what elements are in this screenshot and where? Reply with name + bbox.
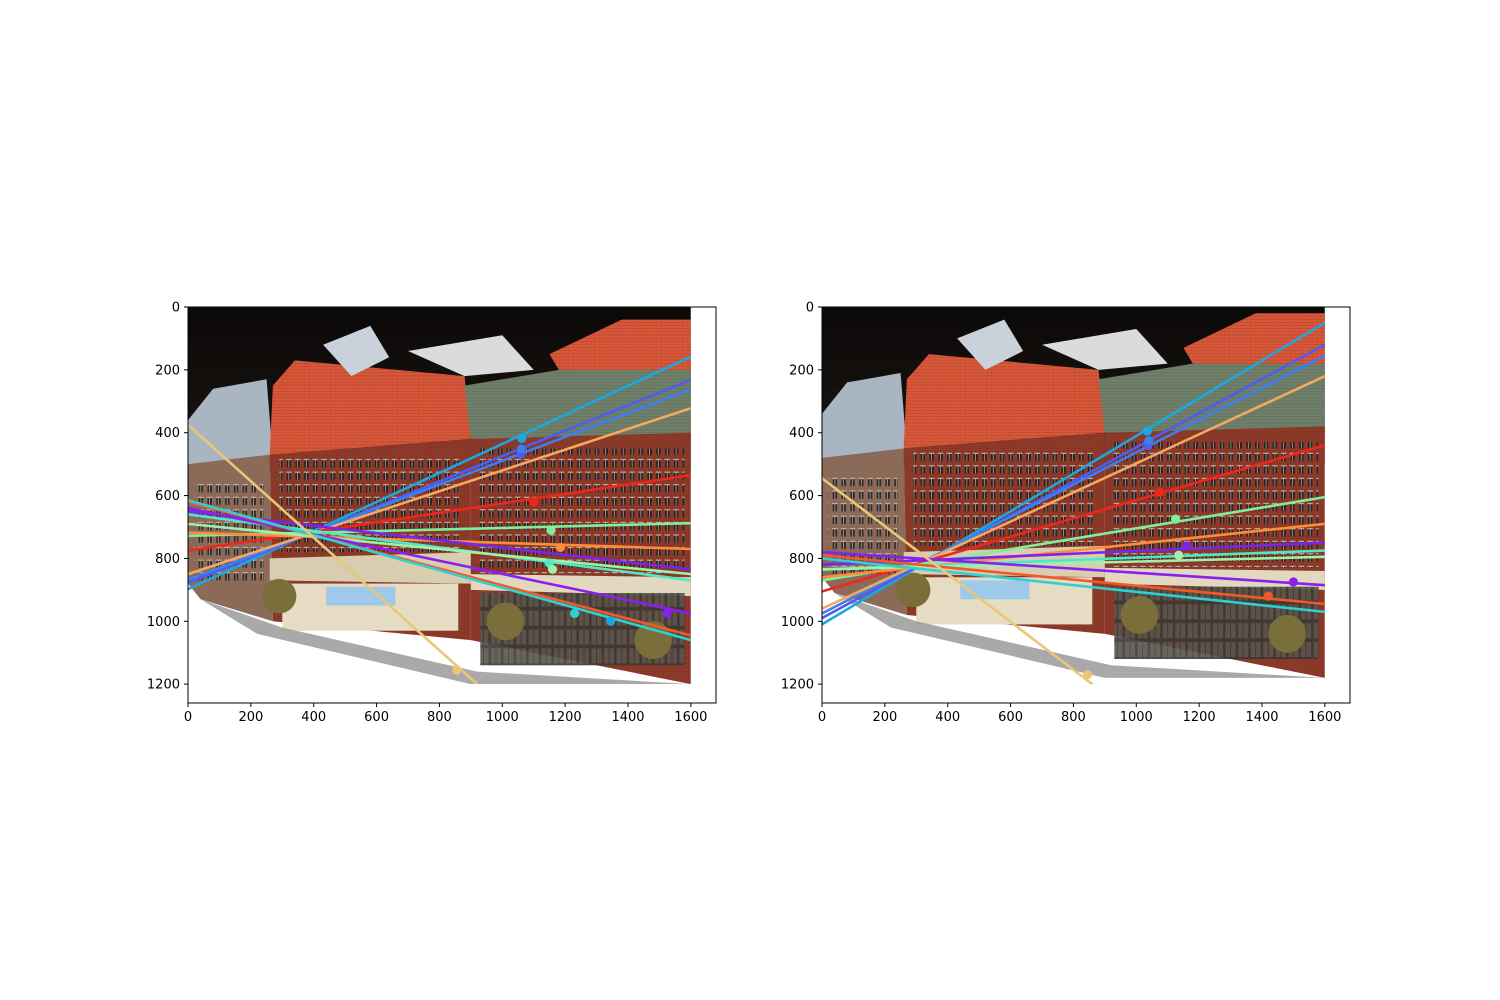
right-image-panel: 0 200 400 600 800 1000 1200 1400 1600 0 200 400 600 8… [781, 301, 1351, 725]
left-image-panel: 0 200 400 600 800 1000 1200 1400 1600 0 200 400 600 8… [147, 301, 717, 725]
keypoint-0 [517, 433, 527, 443]
keypoint-7 [1288, 577, 1299, 587]
y-tick-label: 400 [789, 426, 814, 441]
x-tick-label: 1000 [486, 710, 519, 725]
epipolar-line-0 [822, 321, 1325, 626]
x-tick-label: 0 [184, 710, 192, 725]
keypoint-4 [1170, 514, 1181, 524]
x-tick-label: 1600 [674, 710, 707, 725]
epipolar-line-1 [822, 343, 1325, 620]
epipolar-line-13 [188, 423, 479, 685]
epipolar-line-3 [822, 374, 1325, 611]
epipolar-line-7 [822, 541, 1325, 567]
y-tick-label: 1000 [147, 615, 180, 630]
axes-frame [821, 306, 1351, 704]
x-tick-label: 200 [872, 710, 897, 725]
x-tick-label: 1400 [611, 710, 644, 725]
y-tick-label: 1000 [781, 615, 814, 630]
keypoint-3 [529, 497, 539, 507]
x-tick-label: 1400 [1245, 710, 1278, 725]
keypoint-8 [662, 608, 672, 619]
x-tick-label: 1600 [1308, 710, 1341, 725]
y-tick-label: 1200 [781, 678, 814, 693]
y-tick-label: 200 [789, 363, 814, 378]
keypoint-3 [1155, 487, 1165, 498]
keypoint-5 [1181, 541, 1192, 551]
x-tick-label: 0 [818, 710, 826, 725]
epipolar-line-3 [188, 406, 691, 576]
y-tick-label: 1200 [147, 678, 180, 693]
keypoint-9 [1082, 670, 1093, 680]
y-tick-label: 400 [155, 426, 180, 441]
x-tick-label: 400 [935, 710, 960, 725]
keypoint-2 [516, 444, 526, 454]
keypoint-0 [1142, 426, 1152, 436]
x-tick-label: 1000 [1120, 710, 1153, 725]
y-tick-label: 600 [789, 489, 814, 504]
epipolar-line-13 [822, 476, 1094, 685]
y-tick-label: 0 [172, 301, 180, 316]
epipolar-line-12 [188, 498, 691, 642]
y-tick-label: 200 [155, 363, 180, 378]
keypoint-7 [547, 564, 558, 575]
epipolar-line-5 [188, 521, 691, 538]
epipolar-line-4 [188, 473, 691, 552]
x-tick-label: 800 [1061, 710, 1086, 725]
x-tick-label: 600 [364, 710, 389, 725]
keypoint-9 [569, 608, 580, 619]
axes-frame [187, 306, 717, 704]
y-tick-label: 0 [806, 301, 814, 316]
keypoint-5 [555, 542, 566, 553]
x-tick-label: 200 [238, 710, 263, 725]
y-tick-label: 800 [155, 552, 180, 567]
x-tick-label: 1200 [1183, 710, 1216, 725]
epipolar-lines [188, 355, 691, 685]
keypoint-6 [1174, 550, 1184, 560]
photo-image [188, 307, 691, 685]
epipolar-line-10 [822, 550, 1325, 587]
x-tick-label: 1200 [549, 710, 582, 725]
keypoint-8 [1263, 591, 1273, 601]
epipolar-line-7 [188, 509, 691, 571]
epipolar-line-2 [188, 388, 691, 582]
photo-image [822, 307, 1325, 678]
epipolar-line-12 [822, 557, 1325, 614]
keypoint-4 [546, 525, 556, 535]
keypoint-11 [452, 665, 462, 675]
x-tick-label: 600 [998, 710, 1023, 725]
x-tick-label: 400 [301, 710, 326, 725]
y-tick-label: 800 [789, 552, 814, 567]
y-tick-label: 600 [155, 489, 180, 504]
epipolar-line-10 [188, 506, 691, 615]
keypoint-2 [1144, 435, 1154, 446]
epipolar-line-11 [822, 553, 1325, 606]
epipolar-line-9 [188, 522, 691, 576]
epipolar-lines [822, 321, 1325, 685]
x-tick-label: 800 [427, 710, 452, 725]
keypoint-10 [606, 616, 616, 626]
